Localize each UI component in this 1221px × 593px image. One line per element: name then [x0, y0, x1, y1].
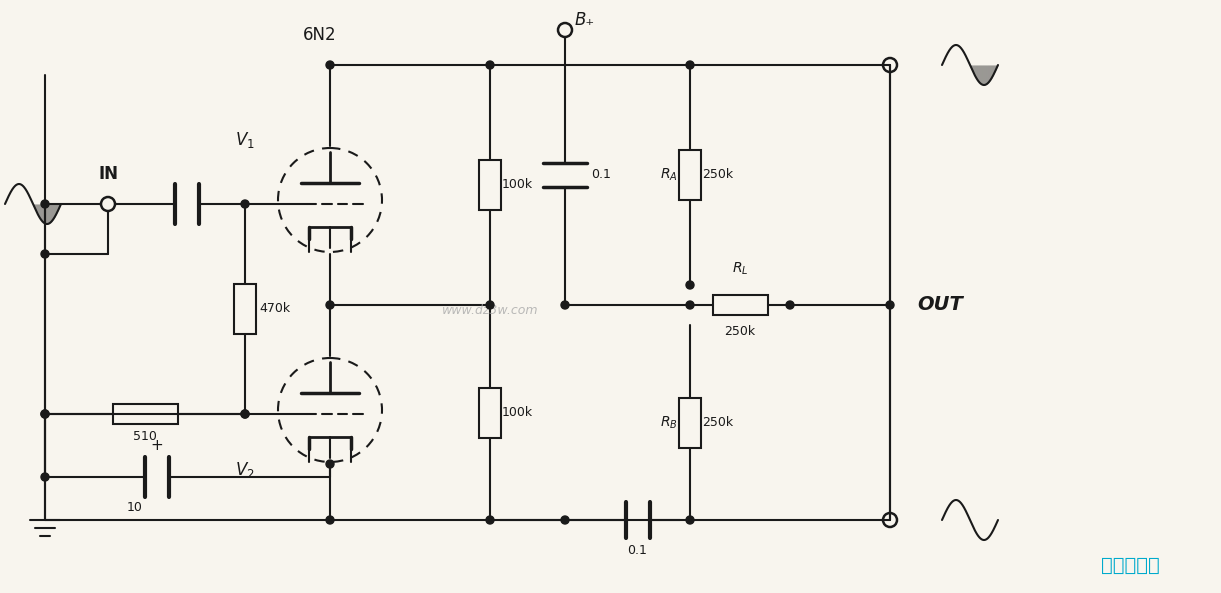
Circle shape — [686, 281, 694, 289]
Circle shape — [486, 301, 495, 309]
Bar — [713, 295, 768, 315]
Text: $R_L$: $R_L$ — [731, 260, 748, 277]
Bar — [679, 397, 701, 448]
Text: 250k: 250k — [702, 416, 733, 429]
Text: IN: IN — [98, 165, 118, 183]
Text: 10: 10 — [127, 501, 143, 514]
Text: 250k: 250k — [702, 168, 733, 181]
Text: 250k: 250k — [724, 325, 756, 338]
Circle shape — [786, 301, 794, 309]
Text: 100k: 100k — [502, 178, 534, 192]
Circle shape — [241, 410, 249, 418]
Circle shape — [686, 301, 694, 309]
Circle shape — [486, 516, 495, 524]
Text: 0.1: 0.1 — [591, 168, 610, 181]
Text: 100k: 100k — [502, 406, 534, 419]
Circle shape — [241, 200, 249, 208]
Text: 470k: 470k — [259, 302, 291, 315]
Circle shape — [686, 516, 694, 524]
Circle shape — [560, 301, 569, 309]
Bar — [479, 160, 501, 210]
Circle shape — [42, 200, 49, 208]
Circle shape — [326, 516, 335, 524]
Circle shape — [886, 301, 894, 309]
Circle shape — [42, 410, 49, 418]
Text: $V_2$: $V_2$ — [236, 460, 255, 480]
Bar — [234, 284, 256, 334]
Circle shape — [326, 460, 335, 468]
Text: $V_1$: $V_1$ — [236, 130, 255, 150]
Bar — [479, 387, 501, 438]
Circle shape — [560, 516, 569, 524]
Text: 自动秒链接: 自动秒链接 — [1100, 556, 1160, 575]
Text: OUT: OUT — [917, 295, 963, 314]
Text: 510: 510 — [133, 430, 158, 443]
Text: +: + — [150, 438, 162, 453]
Bar — [679, 150, 701, 200]
Text: 0.1: 0.1 — [628, 544, 647, 557]
Text: B₊: B₊ — [575, 11, 595, 29]
Text: www.dz3w.com: www.dz3w.com — [442, 304, 538, 317]
Text: 6N2: 6N2 — [303, 26, 337, 44]
Bar — [112, 404, 177, 424]
Circle shape — [42, 410, 49, 418]
Text: $R_A$: $R_A$ — [661, 167, 678, 183]
Circle shape — [42, 473, 49, 481]
Circle shape — [486, 61, 495, 69]
Circle shape — [241, 410, 249, 418]
Circle shape — [326, 61, 335, 69]
Circle shape — [326, 301, 335, 309]
Circle shape — [42, 250, 49, 258]
Circle shape — [686, 61, 694, 69]
Text: $R_B$: $R_B$ — [661, 415, 678, 431]
